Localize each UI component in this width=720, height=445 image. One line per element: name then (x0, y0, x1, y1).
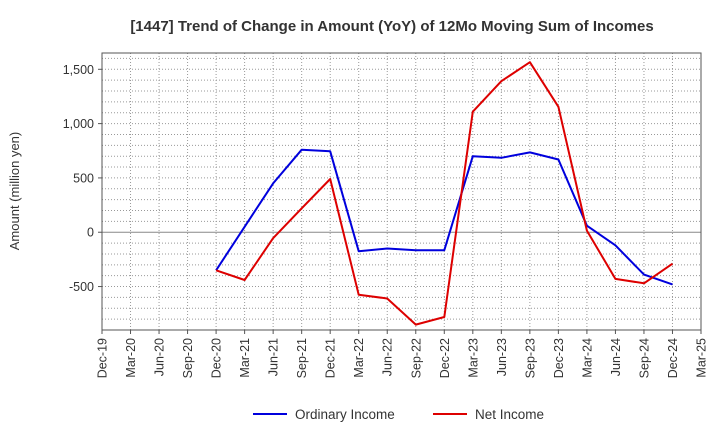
x-tick-label: Dec-24 (666, 338, 680, 378)
y-tick-label: 1,500 (63, 63, 94, 77)
y-tick-label: 0 (87, 226, 94, 240)
chart-title: [1447] Trend of Change in Amount (YoY) o… (130, 18, 653, 35)
x-tick-label: Sep-21 (295, 338, 309, 378)
x-tick-label: Sep-23 (523, 338, 537, 378)
y-axis-label: Amount (million yen) (7, 132, 22, 251)
legend: Ordinary Income Net Income (253, 407, 544, 422)
x-tick-label: Dec-19 (96, 338, 110, 378)
legend-label-1: Net Income (475, 407, 544, 422)
x-tick-label: Dec-23 (552, 338, 566, 378)
x-tick-label: Jun-22 (381, 338, 395, 376)
x-tick-label: Dec-22 (438, 338, 452, 378)
x-tick-label: Sep-24 (637, 338, 651, 378)
x-tick-label: Jun-20 (153, 338, 167, 376)
x-tick-label: Jun-24 (609, 338, 623, 376)
plot-frame (102, 53, 701, 330)
x-tick-label: Mar-21 (238, 338, 252, 378)
y-tick-label: 500 (73, 171, 94, 185)
x-tick-label: Dec-20 (210, 338, 224, 378)
x-tick-label: Sep-20 (181, 338, 195, 378)
x-tick-label: Mar-23 (466, 338, 480, 378)
x-tick-label: Mar-20 (124, 338, 138, 378)
x-tick-label: Jun-23 (495, 338, 509, 376)
x-tick-label: Dec-21 (324, 338, 338, 378)
x-tick-label: Mar-22 (352, 338, 366, 378)
legend-label-0: Ordinary Income (295, 407, 395, 422)
series-line-0 (216, 150, 672, 285)
x-tick-label: Mar-24 (580, 338, 594, 378)
y-tick-label: -500 (69, 280, 94, 294)
grid-layer (102, 53, 701, 330)
x-tick-label: Sep-22 (409, 338, 423, 378)
y-tick-label: 1,000 (63, 117, 94, 131)
x-tick-label: Mar-25 (695, 338, 709, 378)
x-tick-label: Jun-21 (267, 338, 281, 376)
